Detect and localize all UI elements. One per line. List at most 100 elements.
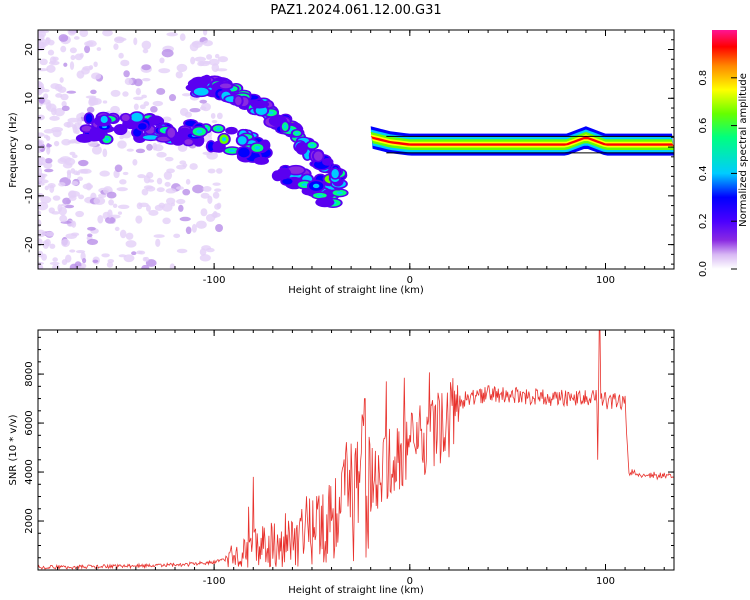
speckle [58,182,66,187]
speckle [59,77,64,83]
speckle [122,171,129,176]
colorbar-tick-label: 0.6 [698,118,709,134]
speckle [216,112,223,120]
speckle [190,56,196,65]
speckle [49,184,55,193]
ridge-blob [138,123,147,130]
speckle [138,202,149,208]
speckle [165,156,174,162]
ridge-blob [81,125,92,132]
x-tick-label: 0 [407,275,413,286]
speckle [96,47,102,52]
speckle [61,105,70,112]
ridge-blob [115,125,126,134]
speckle [137,174,146,179]
speckle [202,30,208,36]
speckle [155,238,161,247]
speckle [200,192,210,199]
ridge-blob [207,141,215,151]
speckle [54,83,63,92]
speckle [69,249,76,253]
ridge-core [301,183,308,187]
speckle [46,144,52,148]
ridge-blob [297,143,306,154]
speckle [179,33,186,41]
speckle [110,105,121,114]
speckle [153,144,164,152]
speckle [118,52,124,59]
speckle [52,257,58,262]
speckle [69,61,75,70]
speckle [148,209,159,216]
speckle [216,168,223,174]
speckle [159,57,165,64]
speckle [207,195,213,205]
speckle [62,197,72,205]
speckle [45,37,50,46]
speckle [202,186,212,192]
ridge-blob [313,151,323,161]
speckle [38,83,42,92]
ridge-blob [282,178,293,185]
speckle [212,182,221,186]
ridge-blob [90,130,104,140]
speckle [133,37,138,46]
speckle [61,238,70,248]
speckle [135,215,143,224]
speckle [47,39,55,46]
speckle [177,143,188,152]
speckle [201,245,212,251]
speckle [60,45,67,53]
speckle [53,140,60,147]
speckle [69,47,77,54]
ridge-blob [227,128,236,133]
speckle [182,163,188,168]
speckle [64,204,75,209]
speckle [202,40,213,47]
speckle [38,115,45,121]
speckle [67,30,77,36]
speckle [141,94,147,99]
speckle [86,106,95,113]
speckle [45,231,55,237]
speckle [52,195,61,201]
speckle [141,188,149,196]
speckle [200,102,211,112]
speckle [176,186,184,190]
speckle [211,212,221,218]
speckle [163,171,173,180]
speckle [61,138,71,146]
speckle [84,41,94,47]
speckle [150,105,158,113]
y-tick-label: 6000 [24,410,35,435]
ridge-core [268,111,274,115]
speckle [104,216,116,224]
speckle [38,172,46,182]
speckle [195,220,207,229]
speckle [54,107,65,117]
speckle [90,89,97,95]
speckle [212,191,220,199]
speckle [156,88,166,95]
speckle [156,151,167,158]
speckle [43,162,53,169]
speckle [126,148,134,152]
speckle [176,198,186,205]
speckle [178,204,184,212]
speckle [75,171,81,176]
speckle [38,201,49,211]
speckle [113,43,119,50]
speckle [61,100,67,107]
speckle [65,254,72,263]
speckle [192,184,204,194]
speckle [82,183,94,190]
ridge-blob [157,136,171,142]
speckle [64,157,76,166]
speckle [194,56,207,62]
speckle [179,107,189,116]
speckle [60,203,67,207]
speckle [200,208,208,217]
speckle [38,219,42,227]
speckle [110,89,121,97]
speckle [39,58,48,66]
